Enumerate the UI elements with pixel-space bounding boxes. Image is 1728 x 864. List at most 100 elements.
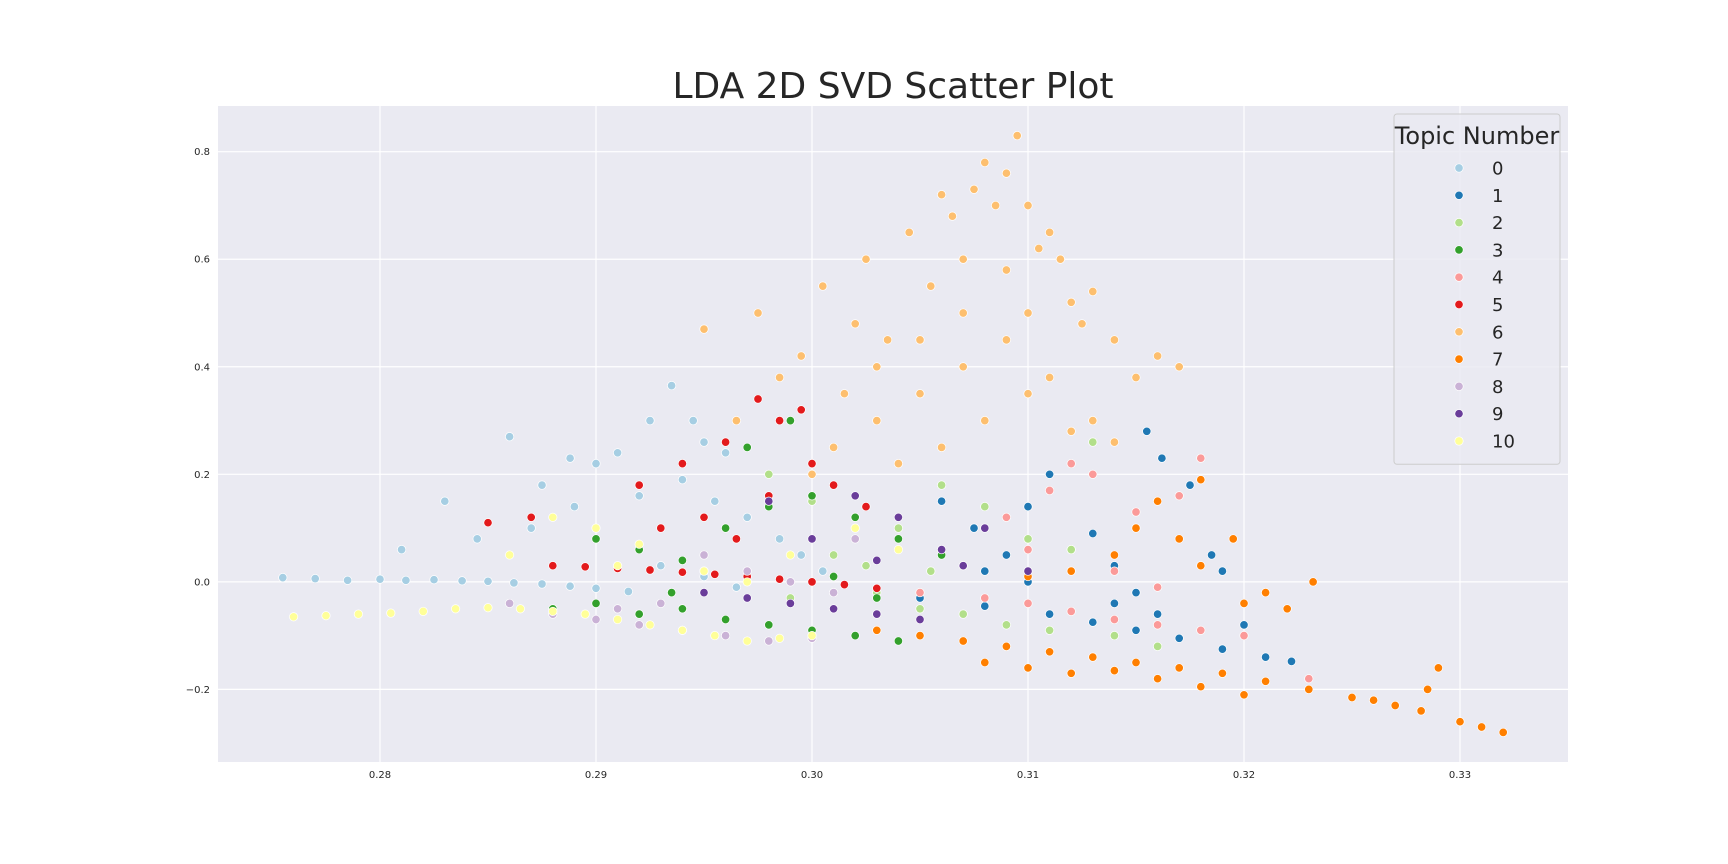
data-point	[1066, 297, 1076, 307]
data-point	[731, 582, 741, 592]
data-point	[699, 324, 709, 334]
chart-title: LDA 2D SVD Scatter Plot	[672, 66, 1113, 107]
data-point	[1023, 663, 1033, 673]
data-point	[829, 442, 839, 452]
data-point	[591, 598, 601, 608]
legend-marker	[1454, 163, 1464, 173]
data-point	[1088, 469, 1098, 479]
data-point	[526, 523, 536, 533]
data-point	[980, 523, 990, 533]
data-point	[915, 335, 925, 345]
data-point	[1109, 566, 1119, 576]
series-4	[915, 453, 1314, 684]
data-point	[1088, 286, 1098, 297]
data-point	[1066, 566, 1076, 576]
data-point	[710, 569, 720, 579]
data-point	[1239, 620, 1249, 630]
data-point	[731, 534, 741, 544]
data-point	[505, 598, 515, 608]
data-point	[775, 372, 785, 383]
legend-marker	[1454, 409, 1464, 419]
data-point	[1023, 308, 1033, 318]
data-point	[710, 631, 720, 641]
data-point	[764, 620, 774, 630]
data-point	[537, 480, 547, 490]
data-point	[591, 523, 601, 533]
data-point	[915, 389, 925, 399]
y-tick-label: 0.4	[194, 362, 210, 373]
x-tick-label: 0.28	[369, 770, 391, 781]
legend-label: 2	[1492, 213, 1503, 234]
x-axis-ticks: 0.28 0.29 0.30 0.31 0.32 0.33	[369, 770, 1471, 781]
data-point	[580, 562, 590, 572]
legend-label: 4	[1492, 268, 1503, 289]
data-point	[1001, 265, 1011, 275]
data-point	[1142, 426, 1152, 436]
data-point	[785, 598, 795, 608]
legend-label: 10	[1492, 432, 1515, 453]
data-point	[1055, 254, 1065, 264]
data-point	[1066, 459, 1076, 469]
legend-item: 2	[1454, 213, 1503, 234]
data-point	[353, 609, 363, 619]
data-point	[785, 416, 795, 426]
legend-item: 3	[1454, 240, 1503, 261]
data-point	[764, 496, 774, 506]
data-point	[753, 308, 763, 318]
data-point	[980, 502, 990, 512]
data-point	[980, 601, 990, 611]
data-point	[1416, 706, 1426, 716]
data-point	[1012, 131, 1022, 141]
data-point	[548, 512, 558, 522]
data-point	[850, 319, 860, 329]
data-point	[1045, 372, 1055, 383]
data-point	[1023, 502, 1033, 512]
data-point	[1369, 695, 1379, 705]
data-point	[710, 496, 720, 506]
data-point	[1282, 604, 1292, 614]
data-point	[1196, 453, 1206, 463]
data-point	[1153, 674, 1163, 684]
data-point	[1239, 598, 1249, 608]
data-point	[775, 416, 785, 426]
data-point	[861, 502, 871, 512]
data-point	[980, 593, 990, 603]
x-tick-label: 0.29	[585, 770, 607, 781]
legend-label: 9	[1492, 404, 1503, 425]
data-point	[1023, 389, 1033, 399]
data-point	[829, 571, 839, 582]
data-point	[1153, 351, 1163, 361]
data-point	[1261, 652, 1271, 662]
data-point	[634, 491, 644, 501]
data-point	[1228, 534, 1238, 544]
data-point	[861, 561, 871, 571]
data-point	[1131, 657, 1141, 668]
data-point	[893, 459, 903, 469]
data-point	[1088, 617, 1098, 627]
data-point	[429, 575, 439, 585]
data-point	[937, 190, 947, 200]
y-tick-label: 0.8	[194, 147, 210, 158]
data-point	[721, 631, 731, 641]
plot-area	[218, 106, 1568, 762]
data-point	[850, 523, 860, 533]
data-point	[440, 496, 450, 506]
data-point	[969, 523, 979, 533]
data-point	[1217, 644, 1227, 654]
data-point	[958, 254, 968, 264]
data-point	[1196, 475, 1206, 485]
data-point	[1066, 606, 1076, 616]
legend-marker	[1454, 354, 1464, 364]
legend-label: 5	[1492, 295, 1503, 316]
data-point	[623, 586, 633, 597]
data-point	[634, 539, 644, 549]
legend-marker	[1454, 381, 1464, 391]
data-point	[505, 432, 515, 442]
data-point	[958, 308, 968, 318]
data-point	[667, 588, 677, 598]
data-point	[926, 281, 936, 291]
legend-marker	[1454, 299, 1464, 310]
data-point	[613, 614, 623, 625]
